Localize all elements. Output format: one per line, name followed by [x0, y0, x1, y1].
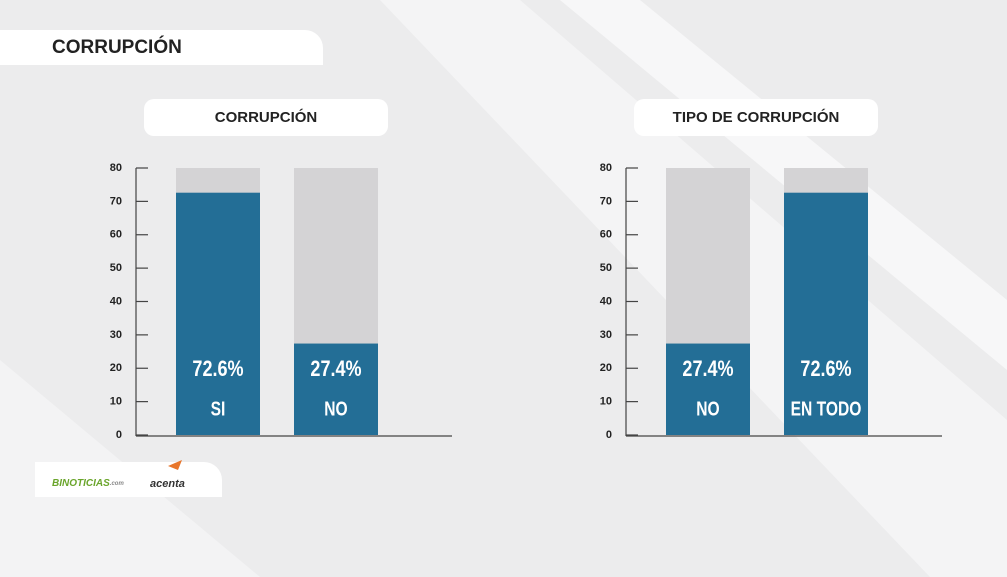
- logo-binoticias: BINOTICIAS.com: [52, 478, 124, 489]
- y-tick-label: 80: [600, 162, 612, 174]
- title-pill: [634, 99, 878, 136]
- y-tick-label: 60: [110, 229, 122, 241]
- category-label: SI: [211, 397, 226, 419]
- logo-icon: [168, 460, 182, 470]
- category-label: NO: [696, 397, 719, 419]
- y-tick-label: 50: [600, 262, 612, 274]
- y-tick-label: 30: [110, 329, 122, 341]
- y-tick-label: 70: [600, 195, 612, 207]
- title-pill: [144, 99, 388, 136]
- y-tick-label: 70: [110, 195, 122, 207]
- y-tick-label: 20: [110, 362, 122, 374]
- y-tick-label: 30: [600, 329, 612, 341]
- y-tick-label: 60: [600, 229, 612, 241]
- logo-acenta: acenta: [150, 478, 185, 490]
- logo-suffix: .com: [110, 481, 125, 487]
- y-tick-label: 0: [606, 429, 612, 441]
- y-tick-label: 20: [600, 362, 612, 374]
- header-pill: [0, 30, 323, 65]
- y-tick-label: 50: [110, 262, 122, 274]
- value-label: 72.6%: [192, 357, 243, 381]
- y-tick-label: 40: [600, 295, 612, 307]
- value-label: 27.4%: [310, 357, 361, 381]
- y-tick-label: 40: [110, 295, 122, 307]
- chart-title: TIPO DE CORRUPCIÓN: [673, 108, 840, 126]
- value-label: 27.4%: [682, 357, 733, 381]
- bar: [784, 192, 868, 435]
- background-stripe: [560, 0, 1007, 370]
- y-tick-label: 80: [110, 162, 122, 174]
- chart-title: CORRUPCIÓN: [215, 108, 318, 126]
- bar: [176, 192, 260, 435]
- y-tick-label: 0: [116, 429, 122, 441]
- value-label: 72.6%: [800, 357, 851, 381]
- logo-text: BINOTICIAS: [52, 478, 110, 489]
- bar: [666, 343, 750, 435]
- y-tick-label: 10: [110, 396, 122, 408]
- header-title: CORRUPCIÓN: [52, 36, 182, 58]
- bar: [294, 343, 378, 435]
- y-tick-label: 10: [600, 396, 612, 408]
- logo-pill: [35, 462, 222, 497]
- category-label: EN TODO: [791, 397, 862, 419]
- category-label: NO: [324, 397, 347, 419]
